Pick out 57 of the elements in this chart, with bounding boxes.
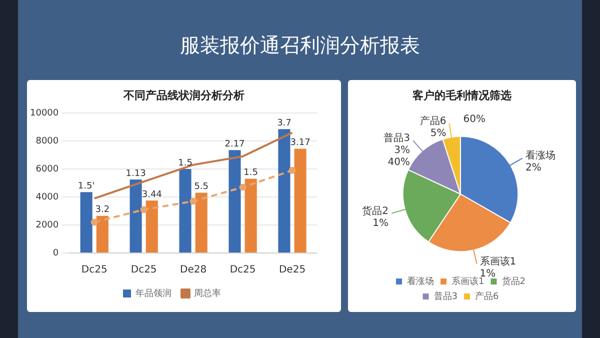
legend-label: 系画该1 (452, 276, 484, 287)
bar (179, 169, 192, 252)
legend-label: 货品2 (502, 276, 526, 287)
x-tick-label: De25 (278, 264, 306, 276)
annotation: 1.5 (244, 168, 258, 178)
text: 60% (463, 114, 486, 125)
y-tick-label: 4000 (36, 192, 59, 202)
bar (130, 180, 142, 252)
y-tick-label: 10000 (30, 108, 59, 118)
y-tick-label: 0 (52, 248, 59, 258)
x-tick-label: Dc25 (130, 264, 157, 276)
annotation: 3.44 (142, 190, 162, 200)
annotation: 1.5 (178, 158, 192, 168)
y-tick-label: 2000 (36, 220, 59, 230)
slice-label: 产品6 (420, 114, 446, 127)
bar (195, 192, 208, 252)
bar (278, 129, 290, 252)
bar (244, 178, 257, 252)
annotation: 1.5' (78, 181, 95, 192)
bar (294, 148, 306, 252)
legend-label: 产品6 (475, 290, 499, 302)
point (190, 198, 197, 205)
point (140, 206, 148, 214)
y-tick-label: 6000 (36, 164, 59, 174)
text: 1% (372, 218, 389, 229)
chart-subtitle: 不同产品线状润分析分析 (122, 88, 246, 103)
legend-label: 普品3 (434, 290, 458, 302)
x-tick-label: De28 (180, 264, 207, 276)
annotation: 1.13 (126, 168, 146, 179)
slice-label: 货品2 (362, 204, 389, 217)
annotation: 3.2 (95, 205, 110, 216)
legend-label: 周总率 (194, 288, 221, 299)
annotation: 3.17 (290, 138, 310, 148)
slice-label: 看涨场 (525, 150, 556, 162)
x-tick-label: Dc25 (81, 264, 108, 276)
point (90, 218, 98, 226)
point (239, 184, 246, 191)
bar (96, 216, 108, 252)
bar (80, 192, 92, 252)
bar (228, 150, 241, 252)
chart-title: 客户的毛利情况筛选 (412, 88, 512, 103)
y-tick-label: 8000 (36, 136, 59, 146)
slice-label: 系画该1 (480, 255, 516, 268)
text: 5% (430, 128, 446, 139)
annotation: 5.5 (194, 182, 209, 192)
annotation: 2.17 (224, 139, 245, 150)
point (288, 166, 296, 174)
x-tick-label: Dc25 (230, 264, 256, 276)
legend-label: 年品领润 (136, 288, 172, 299)
slice-label: 普品3 (384, 132, 410, 144)
text: 40% (388, 157, 410, 168)
annotation: 3.7 (277, 118, 292, 128)
text: 3% (394, 145, 410, 156)
bar (146, 200, 158, 252)
chart-title: 服装报价通召利润分析报表 (179, 32, 421, 59)
text: 2% (525, 162, 542, 174)
legend-label: 看涨场 (407, 276, 434, 287)
